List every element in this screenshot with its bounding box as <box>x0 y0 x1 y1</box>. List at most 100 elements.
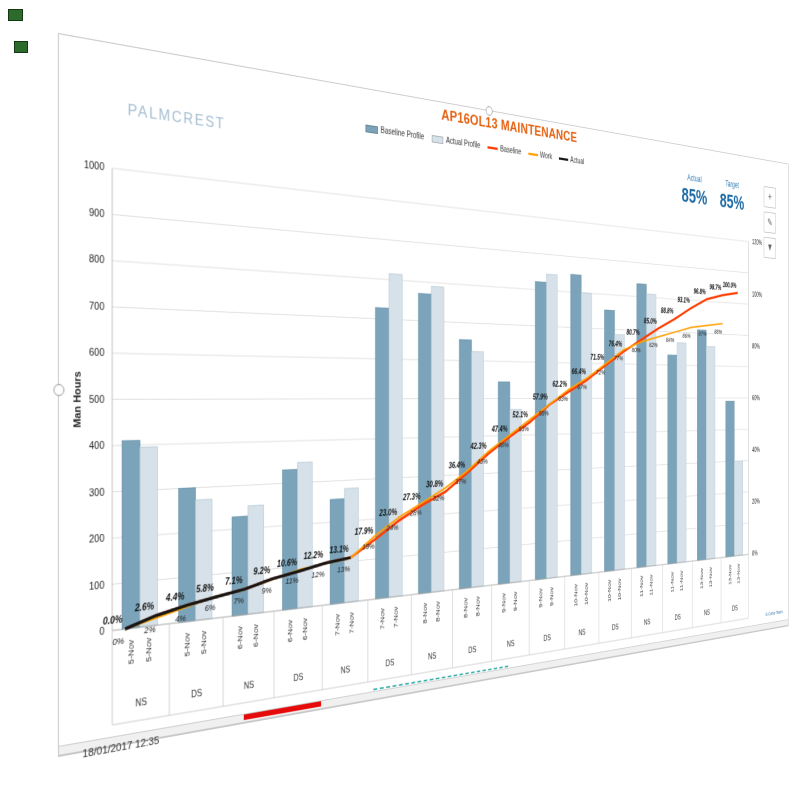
s-curve-chart: 0 100 200 300 400 500 600 700 800 900 1000 0% 20% 40%… <box>72 160 762 796</box>
baseline-pct-label: 52.1% <box>513 411 529 420</box>
green-corner-handle[interactable] <box>14 41 28 53</box>
x-axis-date-label: 5-Nov <box>127 639 136 665</box>
bar-baseline-profile <box>179 488 196 623</box>
x-axis-date-label: 7-Nov <box>392 606 399 628</box>
bar-actual-profile <box>734 461 742 556</box>
x-axis-date-label: 7-Nov <box>348 611 355 634</box>
baseline-pct-label: 93.1% <box>677 297 690 306</box>
work-pct-label: 88% <box>714 328 722 335</box>
secondary-axis-tick-label: 0% <box>752 550 758 558</box>
x-axis-shift-label: NS <box>428 652 436 663</box>
baseline-pct-label: 7.1% <box>225 575 243 587</box>
y-axis-tick-label: 300 <box>89 488 105 500</box>
x-axis-shift-label: NS <box>244 680 254 692</box>
y-axis-tick-label: 700 <box>89 301 105 313</box>
brush-icon: ✎ <box>767 217 773 229</box>
secondary-axis-tick-label: 80% <box>752 343 760 351</box>
work-pct-label: 48% <box>498 441 509 449</box>
x-axis-date-label: 11-Nov <box>639 575 644 597</box>
x-axis-date-label: 6-Nov <box>286 619 293 643</box>
x-axis-shift-label: NS <box>644 618 650 627</box>
baseline-pct-label: 85.0% <box>644 317 657 326</box>
bar-swatch <box>432 135 444 145</box>
x-axis-date-label: 10-Nov <box>584 582 589 606</box>
baseline-pct-label: 76.4% <box>609 340 623 349</box>
x-axis-date-label: 8-Nov <box>462 597 468 618</box>
work-pct-label: 2% <box>143 624 155 635</box>
y-axis-tick-label: 800 <box>89 254 105 266</box>
baseline-pct-label: 98.7% <box>710 284 722 293</box>
bar-baseline-profile <box>571 274 582 575</box>
plus-icon: + <box>768 191 772 203</box>
selection-handle-top[interactable] <box>485 105 493 117</box>
work-pct-label: 84% <box>666 336 674 344</box>
bar-baseline-profile <box>697 330 706 561</box>
x-axis-date-label: 5-Nov <box>183 632 191 657</box>
baseline-pct-label: 10.6% <box>277 558 298 570</box>
bar-actual-profile <box>431 286 444 592</box>
work-pct-label: 4% <box>175 613 186 624</box>
x-axis-shift-label: DS <box>385 658 394 669</box>
x-axis-date-label: 10-Nov <box>573 583 578 607</box>
x-axis-shift-label: DS <box>732 605 738 613</box>
work-pct-label: 67% <box>577 383 587 391</box>
work-pct-label: 77% <box>614 354 623 362</box>
bar-baseline-profile <box>726 401 735 557</box>
work-pct-label: 58% <box>539 409 549 417</box>
work-pct-label: 72% <box>596 368 605 376</box>
bar-baseline-profile <box>637 284 647 568</box>
bar-actual-profile <box>581 293 591 575</box>
work-pct-label: 32% <box>433 494 444 503</box>
x-axis-date-label: 6-Nov <box>236 625 244 649</box>
x-axis-date-label: 9-Nov <box>501 592 507 613</box>
work-pct-label: 86% <box>682 332 690 339</box>
x-axis-date-label: 9-Nov <box>513 591 519 612</box>
work-pct-label: 43% <box>477 457 488 466</box>
work-pct-label: 6% <box>205 602 216 613</box>
baseline-pct-label: 30.8% <box>426 480 443 490</box>
work-pct-label: 9% <box>262 586 272 596</box>
bar-baseline-profile <box>535 282 546 580</box>
baseline-pct-label: 5.8% <box>196 583 214 595</box>
x-axis-date-label: 8-Nov <box>422 602 428 624</box>
x-axis-date-label: 5-Nov <box>144 637 153 663</box>
x-axis-shift-label: DS <box>612 623 619 632</box>
x-axis-date-label: 7-Nov <box>334 613 341 636</box>
x-axis-date-label: 11-Nov <box>679 570 684 592</box>
x-axis-shift-label: DS <box>544 634 551 644</box>
x-axis-date-label: 6-Nov <box>252 623 260 647</box>
bar-baseline-profile <box>375 307 389 598</box>
baseline-pct-label: 0.0% <box>103 614 123 627</box>
baseline-pct-label: 36.4% <box>449 461 466 471</box>
secondary-axis-tick-label: 120% <box>752 239 762 248</box>
chart-filters-button[interactable]: ▼ <box>763 236 777 259</box>
chart-styles-button[interactable]: ✎ <box>763 211 777 234</box>
secondary-axis-tick-label: 20% <box>752 498 760 506</box>
bar-actual-profile <box>297 462 312 608</box>
chart-elements-button[interactable]: + <box>763 186 777 209</box>
baseline-pct-label: 17.9% <box>355 527 374 538</box>
bar-actual-profile <box>546 274 557 578</box>
bar-baseline-profile <box>498 382 510 585</box>
selection-handle-left[interactable] <box>53 383 65 397</box>
y-axis-tick-label: 600 <box>89 348 105 360</box>
x-axis-shift-label: DS <box>468 645 476 655</box>
green-corner-handle[interactable] <box>8 9 23 21</box>
bar-actual-profile <box>472 351 484 587</box>
work-pct-label: 13% <box>337 564 350 574</box>
bar-baseline-profile <box>418 293 431 594</box>
work-pct-label: 80% <box>632 346 641 354</box>
bar-actual-profile <box>677 343 686 563</box>
x-axis-date-label: 11-Nov <box>670 571 675 593</box>
baseline-pct-label: 66.4% <box>572 368 586 377</box>
x-axis-shift-label: NS <box>341 665 350 676</box>
funnel-icon: ▼ <box>766 241 773 254</box>
work-pct-label: 0% <box>112 636 124 648</box>
x-axis-shift-label: NS <box>579 628 586 638</box>
x-axis-shift-label: NS <box>507 639 515 649</box>
y-axis-title: Man Hours <box>72 371 83 428</box>
y-axis-tick-label: 400 <box>89 441 105 453</box>
bar-swatch <box>365 124 378 135</box>
secondary-axis-tick-label: 40% <box>752 446 760 454</box>
baseline-pct-label: 23.0% <box>378 508 397 519</box>
